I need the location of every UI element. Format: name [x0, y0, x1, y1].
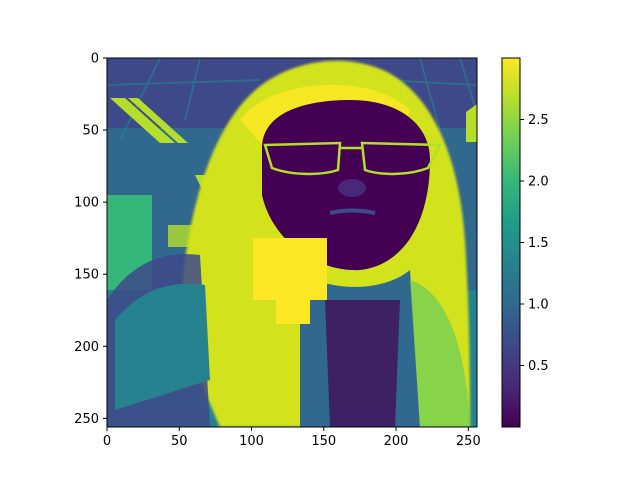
colorbar-tick-label: 0.5: [528, 359, 549, 374]
x-tick-label: 100: [239, 434, 264, 449]
y-tick-label: 250: [74, 412, 99, 427]
y-tick-label: 200: [74, 340, 99, 355]
x-tick-label: 0: [103, 434, 111, 449]
y-tick-label: 50: [82, 124, 99, 139]
y-tick-label: 150: [74, 268, 99, 283]
colorbar-axis: 0.5 1.0 1.5 2.0 2.5: [520, 113, 549, 374]
colorbar-tick-label: 2.0: [528, 175, 549, 190]
image-frame: [106, 57, 478, 428]
x-tick-label: 150: [311, 434, 336, 449]
y-tick-label: 0: [91, 52, 99, 67]
heatmap-image: [107, 58, 477, 427]
y-tick-label: 100: [74, 196, 99, 211]
x-tick-label: 250: [456, 434, 481, 449]
x-tick-label: 50: [171, 434, 188, 449]
colorbar-tick-label: 1.0: [528, 298, 549, 313]
occlusion-block: [253, 238, 327, 324]
colorbar-gradient: [501, 57, 521, 428]
colorbar-tick-label: 2.5: [528, 113, 549, 128]
glasses: [263, 141, 443, 176]
y-axis: 0 50 100 150 200 250: [74, 52, 107, 427]
colorbar: 0.5 1.0 1.5 2.0 2.5: [501, 57, 549, 428]
colorbar-tick-label: 1.5: [528, 236, 549, 251]
x-tick-label: 200: [384, 434, 409, 449]
x-axis: 0 50 100 150 200 250: [103, 427, 481, 449]
